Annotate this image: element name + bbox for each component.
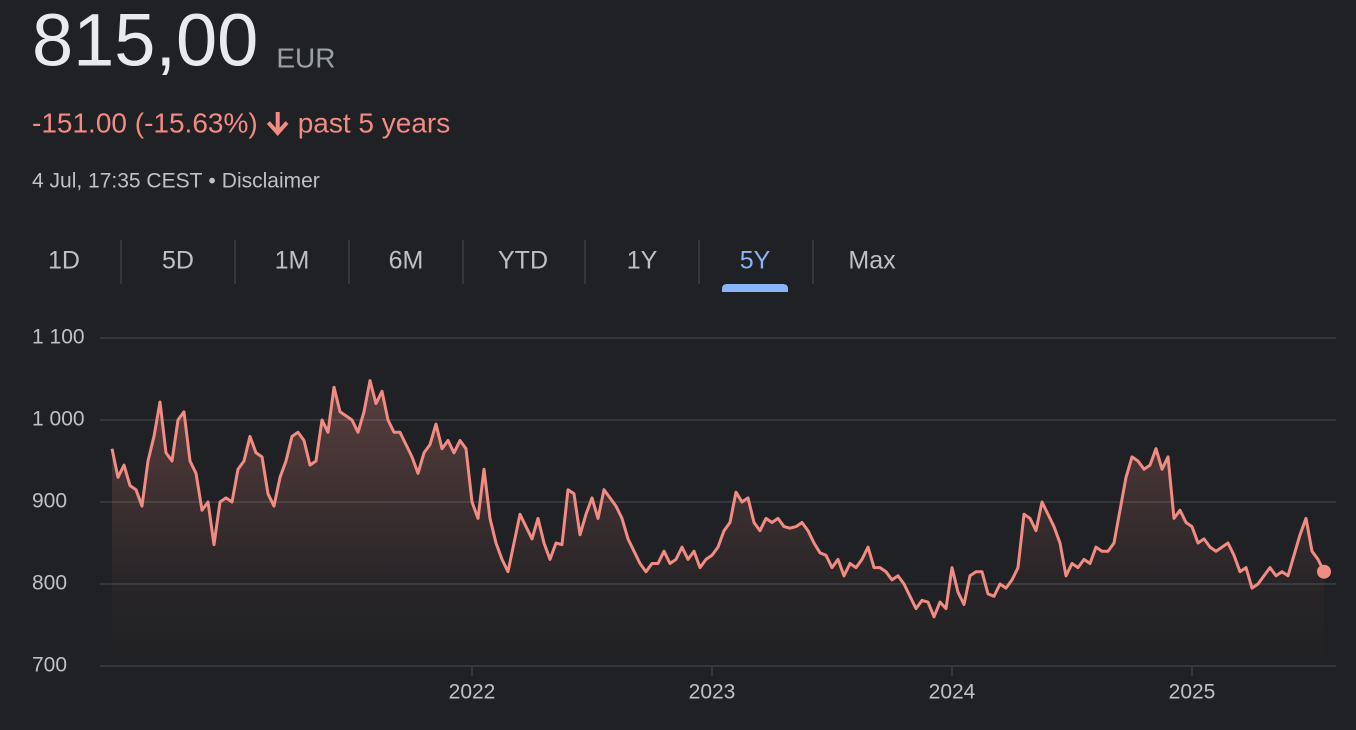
price-area: [112, 380, 1324, 666]
selected-tab-indicator: [722, 284, 788, 292]
timestamp: 4 Jul, 17:35 CEST: [32, 170, 203, 193]
x-tick-label: 2024: [929, 681, 976, 704]
range-tabs: 1D 5D 1M 6M YTD 1Y 5Y Max: [48, 240, 896, 292]
x-tick-label: 2025: [1169, 681, 1216, 704]
range-tab[interactable]: 1Y: [627, 247, 658, 275]
y-tick-label: 900: [32, 490, 67, 513]
period: past 5 years: [298, 107, 451, 138]
range-tab[interactable]: YTD: [498, 247, 548, 275]
last-price-dot: [1317, 564, 1331, 579]
separator: •: [208, 170, 215, 193]
x-tick-label: 2023: [689, 681, 736, 704]
range-tab[interactable]: 6M: [389, 247, 424, 275]
range-tab[interactable]: Max: [848, 247, 896, 275]
range-tab[interactable]: 5D: [162, 247, 194, 275]
range-tab[interactable]: 1D: [48, 247, 80, 275]
price: 815,00: [32, 0, 258, 82]
y-tick-label: 1 100: [32, 326, 85, 349]
range-tab[interactable]: 5Y: [740, 247, 771, 275]
chart: 700 800 900 1 000 1 100 2022 2023 2024 2025: [32, 326, 1336, 704]
y-tick-label: 1 000: [32, 408, 85, 431]
price-change: -151.00 (-15.63%): [32, 107, 258, 138]
down-arrow-icon: [266, 112, 289, 137]
y-tick-label: 700: [32, 654, 67, 677]
currency: EUR: [276, 42, 335, 73]
price-line: [110, 379, 1326, 619]
y-tick-label: 800: [32, 572, 67, 595]
x-tick-label: 2022: [449, 681, 496, 704]
range-tab[interactable]: 1M: [275, 247, 310, 275]
disclaimer-link[interactable]: Disclaimer: [222, 170, 320, 193]
